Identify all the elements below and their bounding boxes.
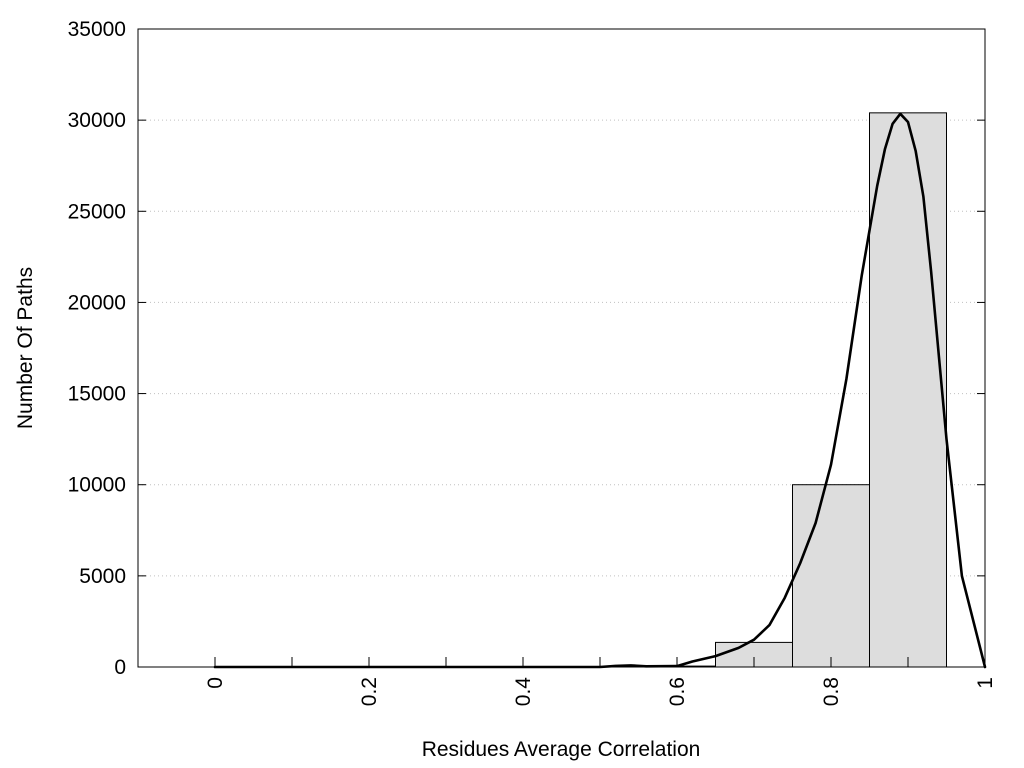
y-tick-label: 10000 bbox=[68, 474, 126, 497]
y-tick-label: 0 bbox=[114, 656, 126, 679]
y-tick-label: 30000 bbox=[68, 109, 126, 132]
y-axis-title: Number Of Paths bbox=[14, 267, 37, 429]
y-tick-label: 25000 bbox=[68, 200, 126, 223]
y-tick-label: 20000 bbox=[68, 291, 126, 314]
plot-frame bbox=[137, 28, 986, 668]
y-tick-labels: 0 5000 10000 15000 20000 25000 30000 35000 bbox=[68, 18, 126, 679]
x-tick-label: 0 bbox=[204, 677, 227, 689]
y-tick-label: 35000 bbox=[68, 18, 126, 41]
x-axis-title: Residues Average Correlation bbox=[422, 738, 701, 761]
x-tick-label: 0.4 bbox=[512, 677, 535, 707]
x-tick-labels: 0 0.2 0.4 0.6 0.8 1 bbox=[204, 677, 997, 707]
x-tick-label: 0.2 bbox=[358, 677, 381, 706]
x-tick-label: 1 bbox=[974, 677, 997, 689]
y-tick-label: 15000 bbox=[68, 383, 126, 406]
histogram-bar bbox=[792, 484, 870, 668]
histogram-bar bbox=[869, 112, 947, 668]
x-tick-label: 0.8 bbox=[820, 677, 843, 706]
x-tick-label: 0.6 bbox=[666, 677, 689, 706]
bars bbox=[638, 112, 947, 668]
y-tick-label: 5000 bbox=[79, 565, 126, 588]
axis-ticks bbox=[138, 28, 986, 668]
